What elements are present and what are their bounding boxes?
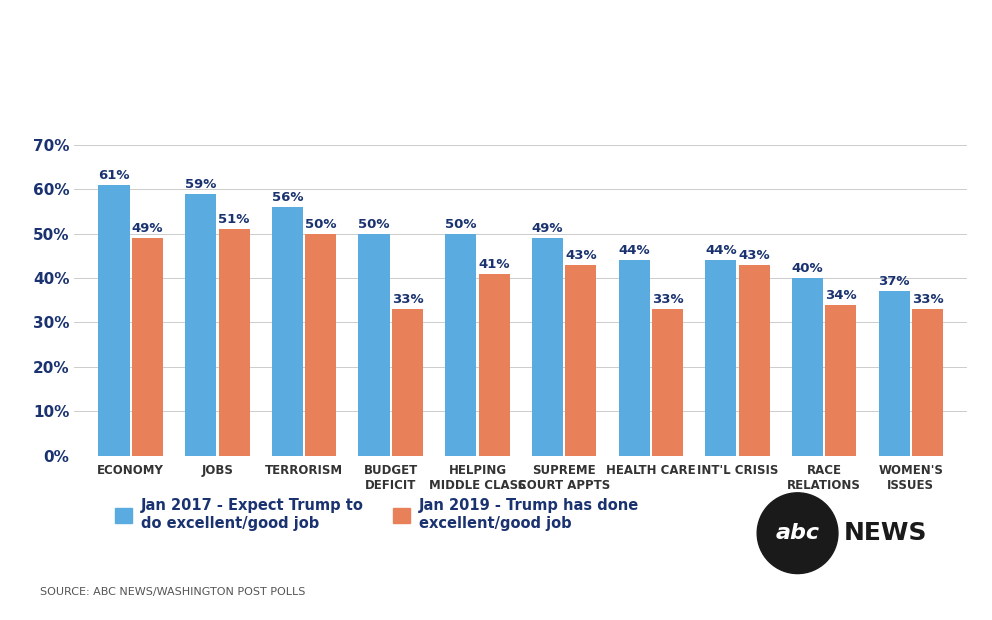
Bar	[358, 234, 390, 456]
Bar	[98, 185, 130, 456]
Bar	[186, 193, 216, 456]
Text: 59%: 59%	[186, 177, 216, 190]
Bar	[912, 309, 943, 456]
Text: 33%: 33%	[392, 293, 424, 306]
Text: abc: abc	[776, 523, 819, 543]
Text: 33%: 33%	[652, 293, 683, 306]
Bar	[879, 291, 910, 456]
Text: 49%: 49%	[532, 222, 563, 235]
Text: 50%: 50%	[445, 218, 476, 231]
Text: 40%: 40%	[792, 262, 823, 275]
Text: 33%: 33%	[912, 293, 943, 306]
Text: SOURCE: ABC NEWS/WASHINGTON POST POLLS: SOURCE: ABC NEWS/WASHINGTON POST POLLS	[40, 587, 306, 597]
Bar	[445, 234, 476, 456]
Bar	[478, 273, 510, 456]
Legend: Jan 2017 - Expect Trump to
do excellent/good job, Jan 2019 - Trump has done
exce: Jan 2017 - Expect Trump to do excellent/…	[114, 498, 640, 531]
Bar	[652, 309, 683, 456]
Bar	[792, 278, 823, 456]
Bar	[218, 229, 250, 456]
Text: 43%: 43%	[738, 249, 770, 262]
Bar	[392, 309, 423, 456]
Text: 37%: 37%	[879, 275, 910, 288]
Text: 49%: 49%	[132, 222, 163, 235]
Text: 34%: 34%	[825, 289, 857, 301]
Text: 51%: 51%	[218, 213, 250, 226]
Text: 50%: 50%	[305, 218, 336, 231]
Bar	[619, 260, 650, 456]
Bar	[825, 304, 856, 456]
Bar	[565, 265, 596, 456]
Bar	[306, 234, 336, 456]
Text: 56%: 56%	[272, 191, 304, 204]
Bar	[132, 238, 163, 456]
Text: 61%: 61%	[98, 169, 130, 182]
Text: NEWS: NEWS	[843, 521, 927, 545]
Bar	[705, 260, 736, 456]
Bar	[272, 207, 303, 456]
Bar	[532, 238, 563, 456]
Text: PRE-INAUGURAL EXPECTATIONS
VS. POST-MIDTERM PERFORMANCE: PRE-INAUGURAL EXPECTATIONS VS. POST-MIDT…	[140, 20, 852, 95]
Text: 44%: 44%	[618, 244, 650, 257]
Bar	[739, 265, 770, 456]
Circle shape	[757, 493, 838, 574]
Text: 50%: 50%	[358, 218, 390, 231]
Text: 44%: 44%	[705, 244, 737, 257]
Text: 43%: 43%	[565, 249, 596, 262]
Text: 41%: 41%	[478, 257, 510, 270]
